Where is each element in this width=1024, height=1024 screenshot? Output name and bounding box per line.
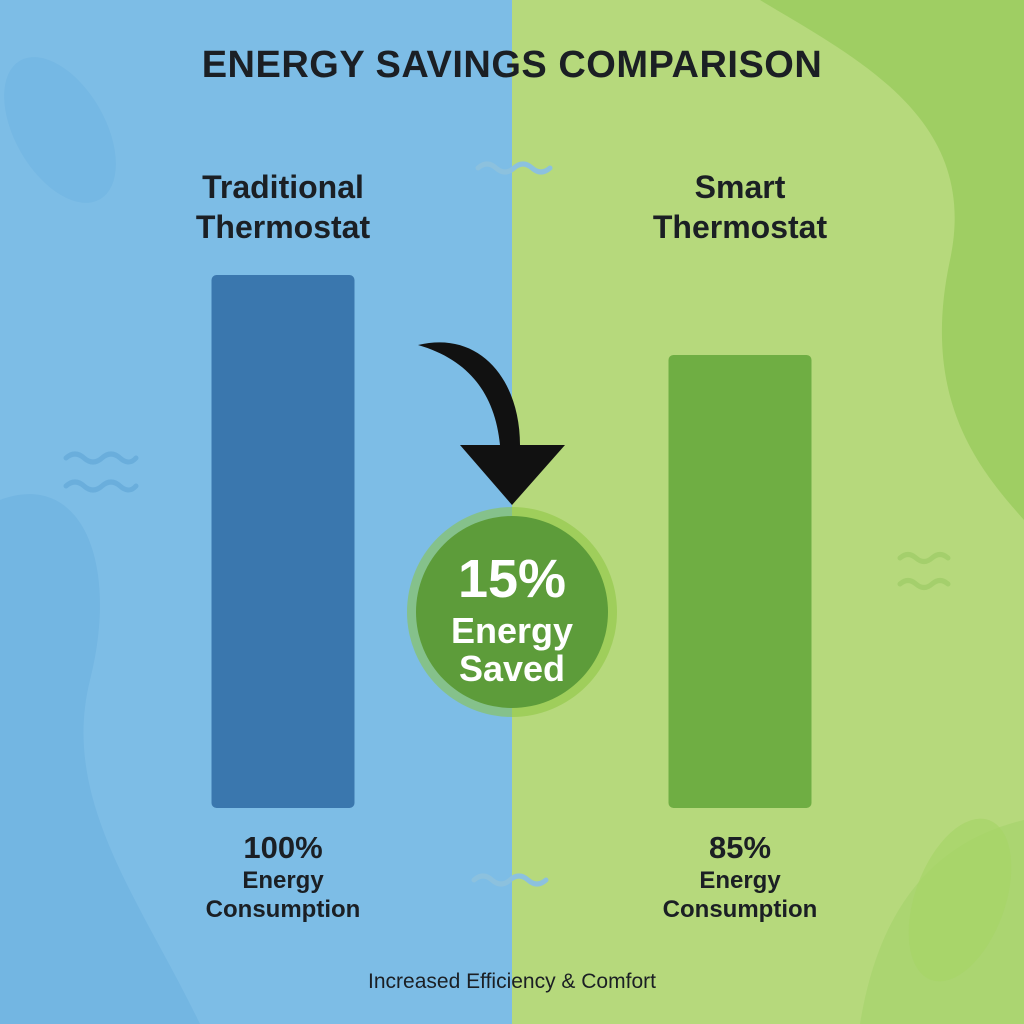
annotation-value: 15% (457, 549, 567, 609)
annotation-text: Energy Saved (450, 610, 574, 689)
decor-squiggles (63, 161, 951, 887)
decor-wave (0, 494, 200, 1024)
value-label: 85% (708, 830, 772, 865)
decor-leaf (908, 818, 1012, 982)
bar (211, 275, 355, 808)
value-caption: Energy Consumption (205, 867, 361, 923)
decor-wave (760, 0, 1024, 520)
bar (668, 354, 812, 808)
decor-leaf (4, 57, 116, 203)
category-label: Traditional Thermostat (195, 169, 371, 245)
arrow (418, 342, 565, 505)
value-caption: Energy Consumption (662, 867, 818, 923)
value-label: 100% (243, 830, 323, 865)
chart-title: ENERGY SAVINGS COMPARISON (201, 44, 823, 86)
badge (416, 516, 608, 708)
category-label: Smart Thermostat (652, 169, 828, 245)
footer: Increased Efficiency & Comfort (368, 970, 656, 993)
